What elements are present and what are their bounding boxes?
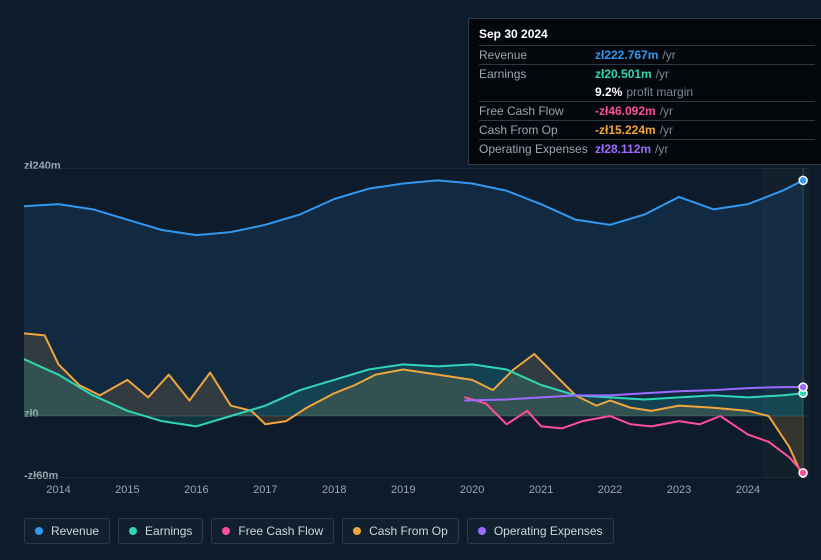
x-tick-label: 2019 xyxy=(391,484,415,496)
legend-item-revenue[interactable]: Revenue xyxy=(24,518,110,544)
legend-label: Operating Expenses xyxy=(494,524,603,538)
legend-dot-icon xyxy=(478,527,486,535)
tooltip-row-fcf: Free Cash Flow -zł46.092m /yr xyxy=(479,101,815,120)
tooltip-row-opex: Operating Expenses zł28.112m /yr xyxy=(479,139,815,158)
tooltip-value: zł28.112m xyxy=(595,142,651,156)
legend-item-operating-expenses[interactable]: Operating Expenses xyxy=(467,518,614,544)
tooltip-value: -zł46.092m xyxy=(595,104,656,118)
legend-dot-icon xyxy=(35,527,43,535)
x-tick-label: 2023 xyxy=(667,484,691,496)
legend-label: Free Cash Flow xyxy=(238,524,323,538)
x-tick-label: 2021 xyxy=(529,484,553,496)
tooltip-unit: /yr xyxy=(655,142,668,156)
legend-item-cash-from-op[interactable]: Cash From Op xyxy=(342,518,459,544)
tooltip-row-revenue: Revenue zł222.767m /yr xyxy=(479,45,815,64)
tooltip-value: zł20.501m xyxy=(595,67,652,81)
tooltip-row-earnings: Earnings zł20.501m /yr xyxy=(479,64,815,83)
tooltip-label: Free Cash Flow xyxy=(479,104,595,118)
legend-item-earnings[interactable]: Earnings xyxy=(118,518,203,544)
x-tick-label: 2016 xyxy=(184,484,208,496)
tooltip-label: Earnings xyxy=(479,67,595,81)
tooltip-note: profit margin xyxy=(626,85,693,99)
legend-dot-icon xyxy=(129,527,137,535)
chart-legend: Revenue Earnings Free Cash Flow Cash From O… xyxy=(24,518,614,544)
tooltip-label: Operating Expenses xyxy=(479,142,595,156)
legend-label: Revenue xyxy=(51,524,99,538)
x-tick-label: 2015 xyxy=(115,484,139,496)
x-tick-label: 2014 xyxy=(46,484,70,496)
x-tick-label: 2024 xyxy=(736,484,760,496)
tooltip-unit: /yr xyxy=(662,48,675,62)
tooltip-sub-row: 9.2% profit margin xyxy=(479,83,815,101)
chart-tooltip: Sep 30 2024 Revenue zł222.767m /yr Earni… xyxy=(468,18,821,165)
legend-dot-icon xyxy=(222,527,230,535)
tooltip-date: Sep 30 2024 xyxy=(479,25,815,45)
legend-label: Cash From Op xyxy=(369,524,448,538)
chart-stage: Sep 30 2024 Revenue zł222.767m /yr Earni… xyxy=(0,0,821,560)
tooltip-unit: /yr xyxy=(660,123,673,137)
x-tick-label: 2020 xyxy=(460,484,484,496)
tooltip-unit: /yr xyxy=(660,104,673,118)
x-tick-label: 2022 xyxy=(598,484,622,496)
tooltip-value: -zł15.224m xyxy=(595,123,656,137)
legend-label: Earnings xyxy=(145,524,192,538)
tooltip-label: Revenue xyxy=(479,48,595,62)
x-tick-label: 2018 xyxy=(322,484,346,496)
chart-plot[interactable] xyxy=(24,168,810,478)
tooltip-unit: /yr xyxy=(656,67,669,81)
tooltip-value: zł222.767m xyxy=(595,48,658,62)
tooltip-row-cfo: Cash From Op -zł15.224m /yr xyxy=(479,120,815,139)
legend-dot-icon xyxy=(353,527,361,535)
x-axis-labels: 2014 2015 2016 2017 2018 2019 2020 2021 2022 2023… xyxy=(24,484,810,502)
legend-item-free-cash-flow[interactable]: Free Cash Flow xyxy=(211,518,334,544)
tooltip-pct: 9.2% xyxy=(595,85,622,99)
tooltip-label: Cash From Op xyxy=(479,123,595,137)
x-tick-label: 2017 xyxy=(253,484,277,496)
